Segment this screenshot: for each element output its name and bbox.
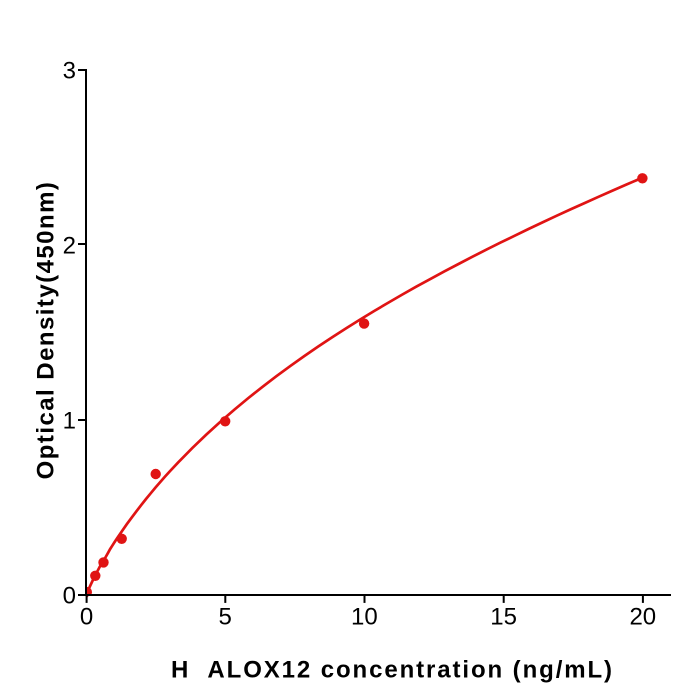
svg-text:0: 0 [80,603,93,630]
svg-text:0: 0 [63,583,76,610]
svg-text:H ALOX12 concentration (ng/mL: H ALOX12 concentration (ng/mL) [171,657,614,684]
svg-text:10: 10 [351,603,378,630]
svg-text:1: 1 [63,408,76,435]
svg-text:15: 15 [490,603,517,630]
svg-text:2: 2 [63,233,76,260]
svg-text:5: 5 [219,603,232,630]
svg-text:3: 3 [63,58,76,85]
svg-text:20: 20 [629,603,656,630]
svg-text:Optical Density(450nm): Optical Density(450nm) [33,181,60,480]
